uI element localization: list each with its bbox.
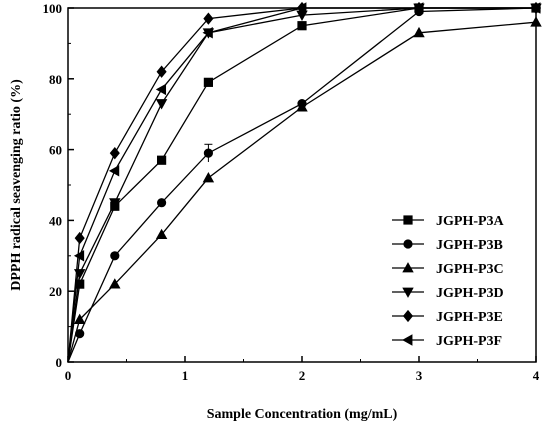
series-layer bbox=[67, 1, 542, 363]
data-point bbox=[108, 165, 120, 177]
y-tick-label: 0 bbox=[56, 355, 63, 370]
data-point bbox=[109, 198, 121, 209]
data-point bbox=[203, 77, 213, 87]
data-point bbox=[110, 251, 120, 261]
y-axis-label: DPPH radical seavenging ratio (%) bbox=[9, 79, 24, 291]
x-axis-label: Sample Concentration (mg/mL) bbox=[207, 407, 398, 422]
legend-marker bbox=[403, 215, 413, 225]
data-point bbox=[202, 27, 213, 39]
data-point bbox=[157, 198, 167, 208]
data-point bbox=[413, 2, 424, 14]
plot-area bbox=[67, 7, 537, 363]
legend-marker bbox=[402, 262, 414, 273]
data-point bbox=[296, 2, 307, 14]
series-jgph-p3f bbox=[67, 2, 541, 363]
data-point bbox=[413, 26, 425, 38]
data-point bbox=[203, 12, 214, 25]
legend-marker bbox=[402, 287, 414, 298]
series-line bbox=[67, 7, 537, 363]
error-bar bbox=[204, 143, 213, 162]
legend-marker bbox=[403, 239, 413, 249]
legend-marker bbox=[402, 309, 414, 323]
data-point bbox=[73, 313, 86, 324]
series-line bbox=[67, 7, 536, 363]
x-tick-label: 1 bbox=[182, 368, 189, 383]
series-line bbox=[67, 7, 536, 363]
legend-item: JGPH-P3E bbox=[392, 309, 503, 325]
data-point bbox=[296, 101, 308, 112]
data-point bbox=[530, 16, 542, 27]
legend: JGPH-P3A JGPH-P3B JGPH-P3C JGPH-P3D JGPH-P3E… bbox=[392, 214, 505, 349]
data-point bbox=[156, 155, 167, 165]
data-point bbox=[297, 21, 307, 31]
series-jgph-p3d bbox=[67, 3, 542, 363]
legend-item: JGPH-P3D bbox=[392, 286, 504, 301]
x-tick-label: 4 bbox=[533, 368, 540, 383]
legend-marker bbox=[402, 334, 413, 346]
data-point bbox=[109, 146, 120, 160]
x-tick-label: 3 bbox=[416, 368, 423, 383]
y-tick-label: 40 bbox=[49, 213, 62, 228]
series-jgph-p3a bbox=[67, 3, 541, 363]
y-tick-label: 100 bbox=[43, 1, 63, 16]
series-jgph-p3c bbox=[67, 16, 542, 363]
y-tick-label: 80 bbox=[49, 72, 62, 87]
series-line bbox=[67, 7, 536, 363]
data-point bbox=[109, 278, 121, 289]
legend-label: JGPH-P3D bbox=[436, 286, 504, 301]
plot-border bbox=[67, 7, 537, 363]
y-tick-label: 60 bbox=[49, 143, 62, 158]
legend-label: JGPH-P3B bbox=[436, 238, 503, 253]
legend-label: JGPH-P3E bbox=[436, 310, 503, 325]
legend-label: JGPH-P3C bbox=[436, 262, 504, 277]
data-point bbox=[155, 83, 167, 96]
legend-item: JGPH-P3A bbox=[392, 214, 505, 229]
data-point bbox=[155, 228, 168, 239]
legend-label: JGPH-P3A bbox=[436, 214, 505, 229]
data-point bbox=[202, 172, 215, 183]
data-point bbox=[74, 231, 85, 245]
data-point bbox=[155, 99, 168, 110]
series-line bbox=[67, 21, 537, 363]
legend-item: JGPH-P3B bbox=[392, 238, 503, 253]
legend-item: JGPH-P3C bbox=[392, 262, 504, 277]
x-tick-label: 0 bbox=[65, 368, 72, 383]
data-point bbox=[530, 2, 541, 14]
legend-item: JGPH-P3F bbox=[392, 334, 502, 349]
y-tick-label: 20 bbox=[49, 284, 62, 299]
series-line bbox=[67, 7, 536, 363]
x-tick-label: 2 bbox=[299, 368, 306, 383]
data-point bbox=[73, 250, 85, 262]
data-point bbox=[156, 65, 167, 78]
legend-label: JGPH-P3F bbox=[436, 334, 502, 349]
